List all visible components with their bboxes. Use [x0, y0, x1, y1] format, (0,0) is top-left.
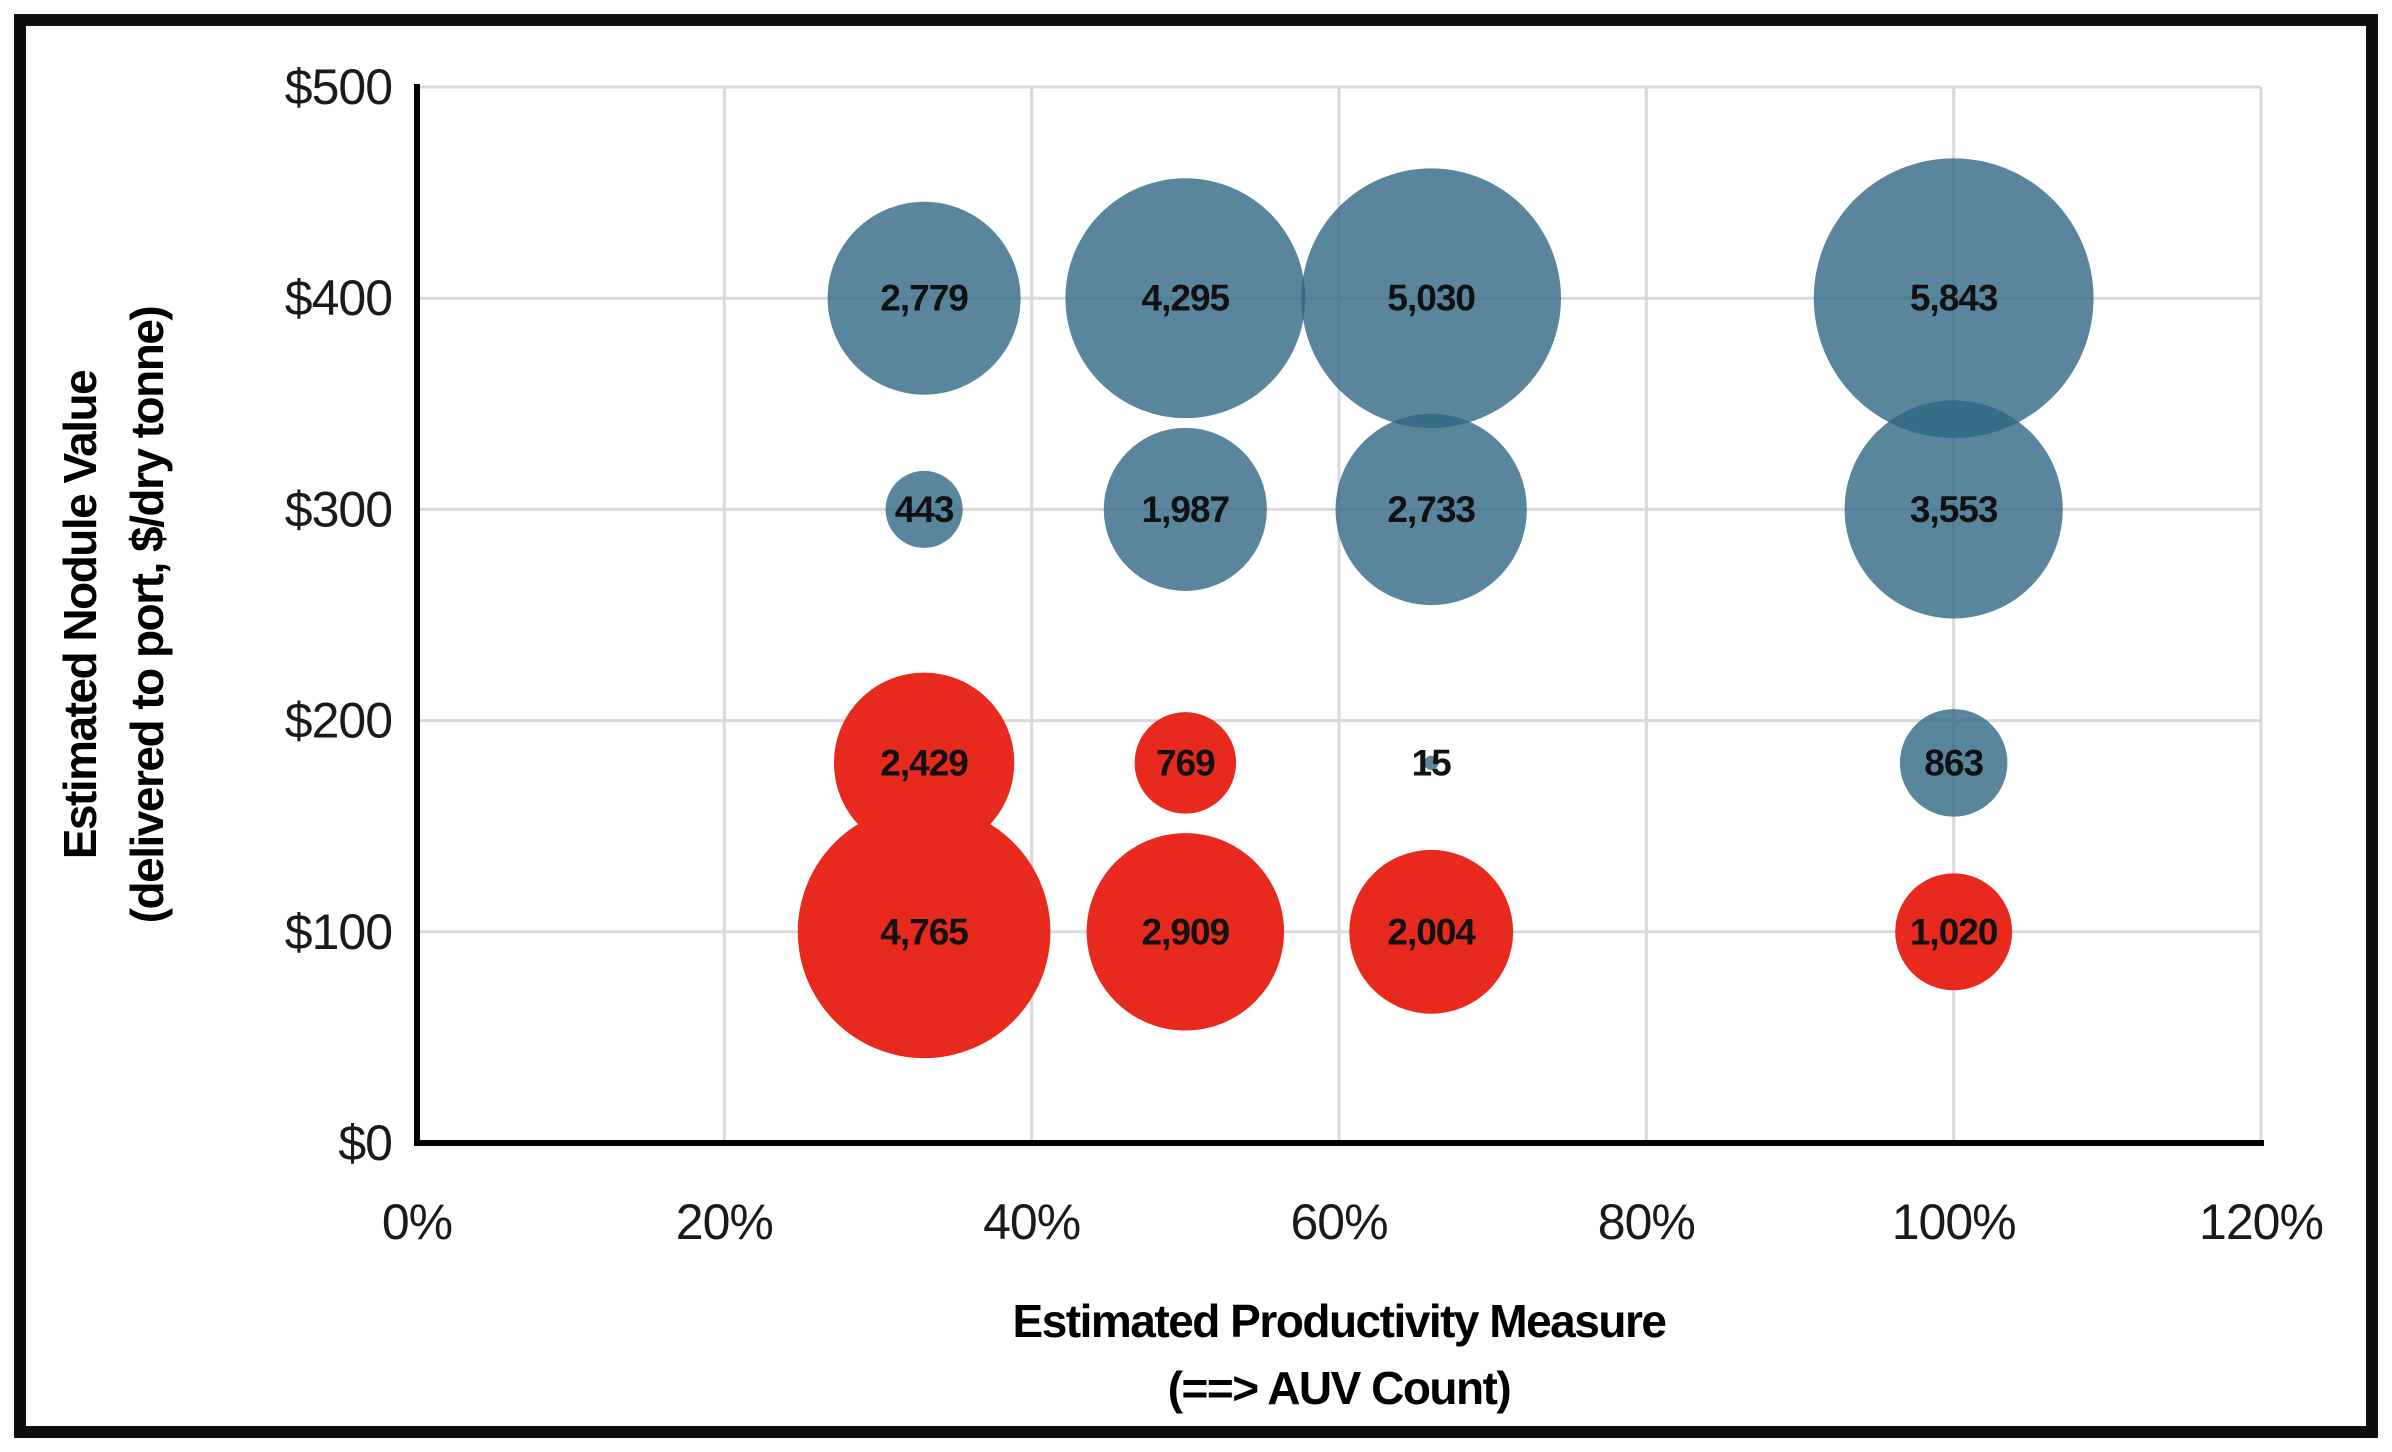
bubble-15 — [1424, 755, 1439, 770]
bubble-769 — [1134, 712, 1237, 814]
x-tick-60%: 60% — [1290, 1194, 1387, 1250]
bubble-label-2,004: 2,004 — [1387, 911, 1476, 952]
bubble-label-5,030: 5,030 — [1387, 278, 1475, 319]
y-axis-title: Estimated Nodule Value (delivered to por… — [47, 87, 181, 1143]
bubble-label-863: 863 — [1924, 742, 1983, 783]
x-tick-0%: 0% — [382, 1194, 452, 1250]
bubble-label-3,553: 3,553 — [1910, 489, 1998, 530]
bubble-label-4,765: 4,765 — [880, 911, 968, 952]
bubble-2,733 — [1335, 413, 1527, 606]
bubble-label-2,733: 2,733 — [1387, 489, 1475, 530]
bubble-label-769: 769 — [1156, 742, 1215, 783]
y-tick-$0: $0 — [338, 1115, 392, 1171]
bubble-2,004 — [1349, 849, 1514, 1014]
x-tick-80%: 80% — [1598, 1194, 1695, 1250]
y-tick-$400: $400 — [285, 270, 392, 326]
bubble-2,429 — [833, 672, 1015, 854]
x-axis-title-line2: (==> AUV Count) — [1167, 1362, 1512, 1414]
x-tick-100%: 100% — [1892, 1194, 2016, 1250]
bubble-5,030 — [1301, 168, 1561, 428]
y-axis-title-line2: (delivered to port, $/dry tonne) — [121, 306, 173, 924]
bubble-4,295 — [1065, 178, 1306, 419]
bubble-863 — [1899, 709, 2008, 817]
bubble-2,909 — [1086, 833, 1285, 1031]
bubble-label-4,295: 4,295 — [1142, 278, 1230, 319]
bubble-label-1,987: 1,987 — [1142, 489, 1230, 530]
bubble-label-15: 15 — [1412, 742, 1452, 783]
y-axis-title-line1: Estimated Nodule Value — [54, 370, 106, 860]
bubble-1,020 — [1895, 873, 2013, 991]
x-axis-title: Estimated Productivity Measure (==> AUV … — [417, 1288, 2261, 1422]
bubble-label-2,909: 2,909 — [1142, 911, 1230, 952]
bubble-label-5,843: 5,843 — [1910, 278, 1998, 319]
y-tick-$500: $500 — [285, 59, 392, 115]
bubble-5,843 — [1813, 158, 2094, 439]
bubble-label-1,020: 1,020 — [1910, 911, 1998, 952]
bubble-label-2,779: 2,779 — [880, 278, 968, 319]
x-tick-120%: 120% — [2199, 1194, 2323, 1250]
bubble-4,765 — [797, 805, 1051, 1059]
bubble-label-443: 443 — [895, 489, 954, 530]
y-tick-$300: $300 — [285, 481, 392, 537]
x-tick-20%: 20% — [676, 1194, 773, 1250]
bubble-1,987 — [1103, 427, 1267, 591]
y-tick-$200: $200 — [285, 693, 392, 749]
x-tick-40%: 40% — [983, 1194, 1080, 1250]
bubble-3,553 — [1844, 400, 2063, 619]
x-axis-title-line1: Estimated Productivity Measure — [1012, 1295, 1667, 1347]
bubble-443 — [885, 470, 963, 548]
bubble-2,779 — [827, 201, 1021, 395]
y-tick-$100: $100 — [285, 904, 392, 960]
bubble-label-2,429: 2,429 — [880, 742, 968, 783]
